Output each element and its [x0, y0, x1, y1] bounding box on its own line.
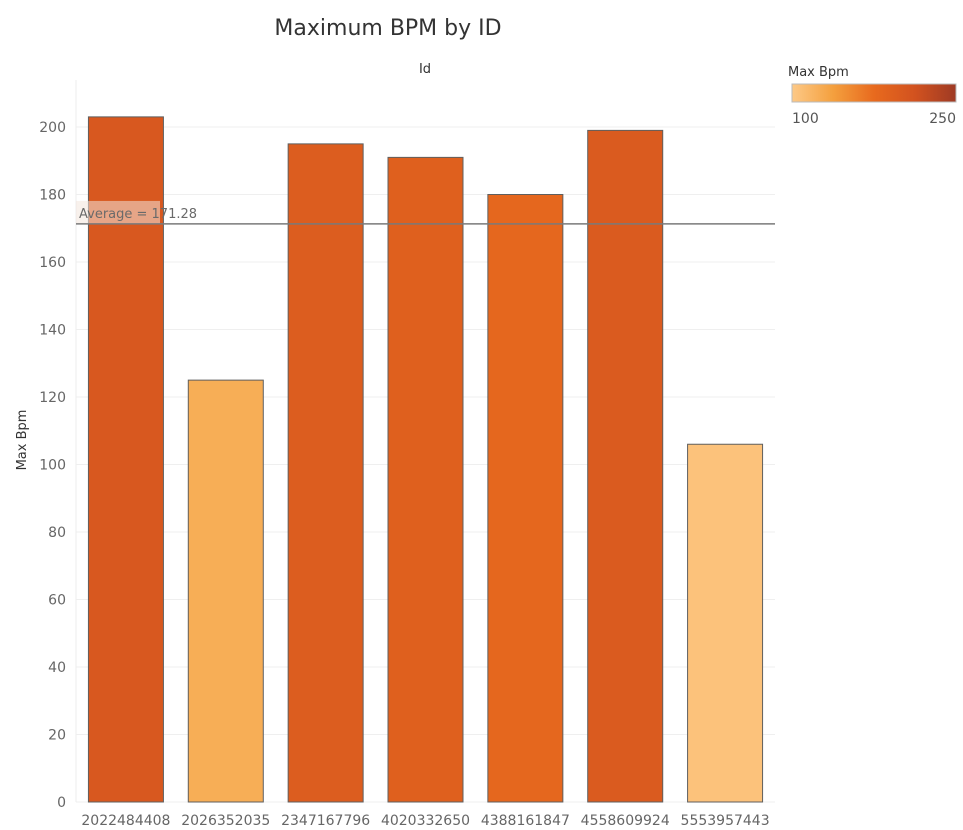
y-tick-label: 120 [39, 390, 66, 406]
y-tick-label: 160 [39, 255, 66, 271]
bar[interactable] [187, 379, 264, 803]
bars [87, 116, 764, 803]
y-tick-label: 80 [48, 525, 66, 541]
x-tick-label: 5553957443 [681, 813, 770, 829]
x-tick-label: 4558609924 [581, 813, 670, 829]
y-tick-label: 180 [39, 188, 66, 204]
bar[interactable] [387, 156, 464, 803]
x-axis-ticks: 2022484408 2026352035 2347167796 4020332650… [81, 813, 769, 829]
y-tick-label: 40 [48, 660, 66, 676]
legend-title: Max Bpm [788, 65, 849, 80]
y-tick-label: 20 [48, 728, 66, 744]
y-axis-ticks: 0 20 40 60 80 100 120 140 160 180 200 [39, 120, 66, 811]
bar[interactable] [687, 443, 764, 803]
y-tick-label: 0 [57, 795, 66, 811]
average-label-background [76, 200, 160, 224]
y-tick-label: 60 [48, 593, 66, 609]
y-tick-label: 200 [39, 120, 66, 136]
bar[interactable] [287, 143, 364, 803]
column-header: Id [419, 62, 431, 77]
y-axis-label: Max Bpm [15, 410, 30, 471]
y-tick-label: 140 [39, 323, 66, 339]
average-reference-line: Average = 171.28 [76, 200, 775, 225]
legend-max-label: 250 [929, 111, 956, 127]
legend-min-label: 100 [792, 111, 819, 127]
y-tick-label: 100 [39, 458, 66, 474]
average-label: Average = 171.28 [79, 207, 197, 222]
bar[interactable] [487, 194, 564, 803]
bar[interactable] [87, 116, 164, 803]
color-legend: Max Bpm 100 250 [788, 65, 957, 127]
x-tick-label: 2022484408 [81, 813, 170, 829]
chart-title: Maximum BPM by ID [274, 16, 501, 41]
x-tick-label: 4020332650 [381, 813, 470, 829]
x-tick-label: 2347167796 [281, 813, 370, 829]
x-tick-label: 4388161847 [481, 813, 570, 829]
bar[interactable] [587, 129, 664, 803]
legend-color-ramp [791, 83, 957, 103]
x-tick-label: 2026352035 [181, 813, 270, 829]
